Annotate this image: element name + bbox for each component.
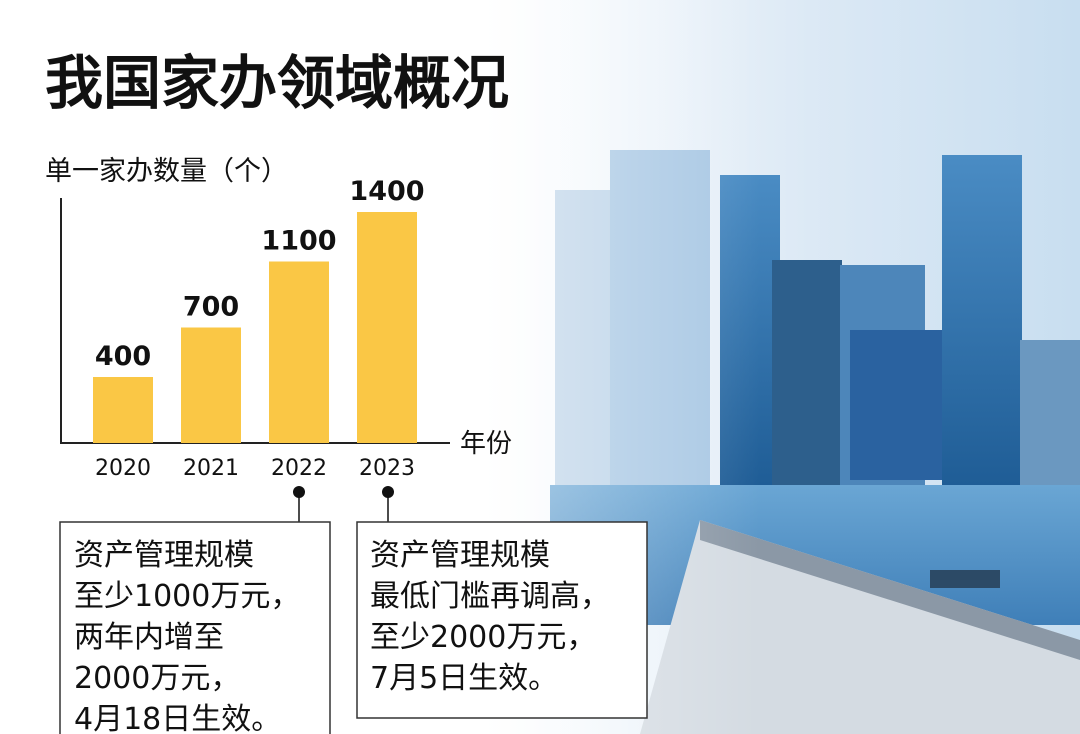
annotation-line: 资产管理规模 bbox=[370, 538, 550, 573]
annotation-line: 最低门槛再调高， bbox=[370, 579, 610, 614]
annotation-line: 4月18日生效。 bbox=[74, 702, 281, 734]
y-axis-label: 单一家办数量（个） bbox=[45, 156, 288, 187]
annotation-line: 至少1000万元， bbox=[74, 579, 300, 614]
x-axis-label: 年份 bbox=[460, 429, 512, 459]
value-label: 1400 bbox=[349, 176, 424, 207]
annotation-line: 2000万元， bbox=[74, 661, 240, 696]
value-label: 700 bbox=[183, 292, 239, 323]
x-tick-label: 2021 bbox=[183, 456, 239, 481]
annotation-connectors bbox=[293, 486, 394, 522]
annotation-box bbox=[356, 521, 648, 719]
value-label: 400 bbox=[95, 341, 151, 372]
chart-title: 我国家办领域概况 bbox=[45, 49, 509, 117]
annotation-box bbox=[59, 521, 331, 734]
bar bbox=[181, 327, 241, 443]
x-tick-label: 2022 bbox=[271, 456, 327, 481]
bar bbox=[357, 212, 417, 443]
annotation-line: 两年内增至 bbox=[74, 620, 224, 655]
value-label: 1100 bbox=[261, 226, 336, 257]
bar bbox=[93, 377, 153, 443]
annotation-line: 资产管理规模 bbox=[74, 538, 254, 573]
x-tick-label: 2020 bbox=[95, 456, 151, 481]
annotation-line: 至少2000万元， bbox=[370, 620, 596, 655]
annotation-text: 资产管理规模 至少1000万元， 两年内增至 2000万元， 4月18日生效。 … bbox=[74, 538, 610, 734]
annotation-line: 7月5日生效。 bbox=[370, 661, 558, 696]
x-tick-label: 2023 bbox=[359, 456, 415, 481]
bar bbox=[269, 261, 329, 443]
